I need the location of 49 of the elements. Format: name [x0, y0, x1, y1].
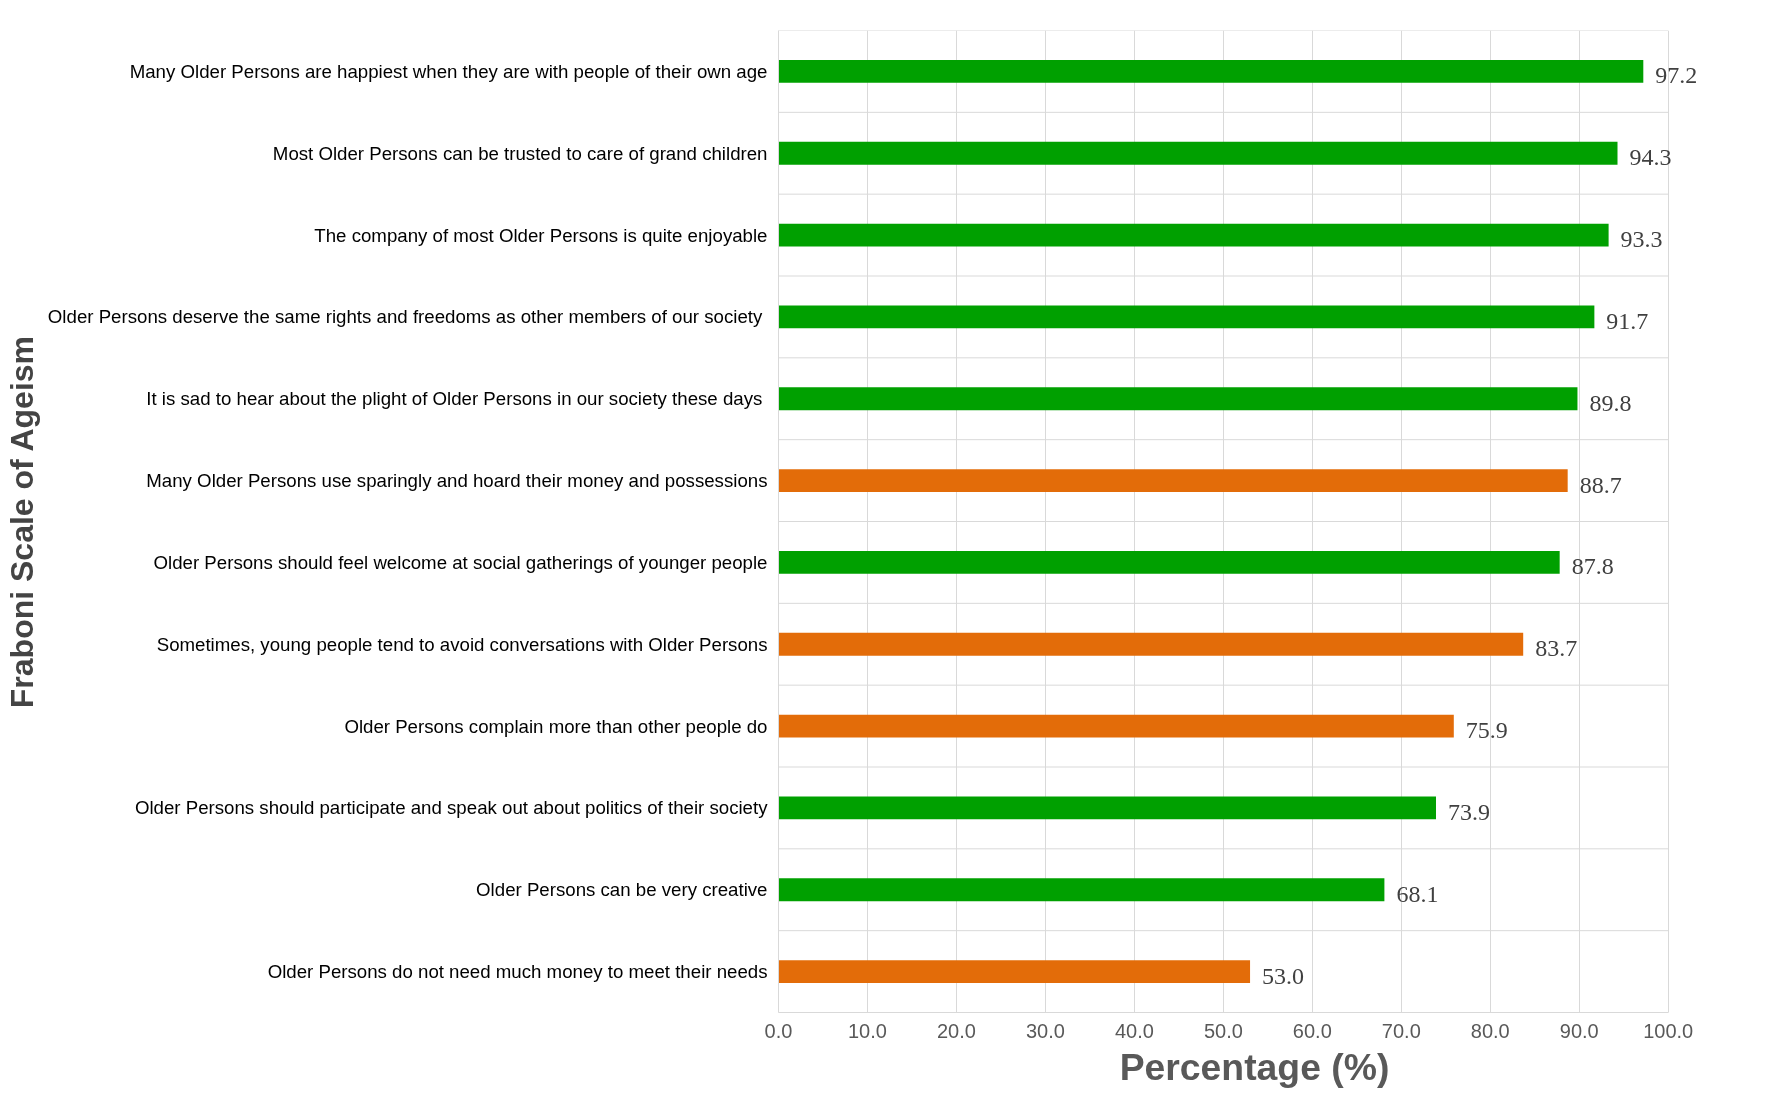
y-tick-label: Older Persons can be very creative [476, 879, 768, 901]
bar [778, 223, 1609, 247]
data-label: 97.2 [1655, 62, 1698, 89]
data-label: 87.8 [1571, 553, 1614, 580]
y-tick-label: Older Persons should feel welcome at social gatherings of younger people [153, 551, 768, 573]
bar [778, 878, 1385, 902]
bar [778, 714, 1454, 738]
bar [778, 550, 1560, 574]
bar [778, 469, 1568, 493]
bar [778, 305, 1595, 329]
bar [778, 141, 1618, 165]
data-label: 68.1 [1396, 880, 1439, 907]
data-label: 73.9 [1448, 798, 1490, 825]
bar [778, 59, 1644, 83]
data-label: 53.0 [1262, 962, 1305, 989]
x-tick-label: 0.0 [764, 1019, 793, 1042]
x-tick-label: 40.0 [1114, 1019, 1154, 1042]
y-tick-label: Sometimes, young people tend to avoid conversations with Older Persons [156, 633, 768, 655]
y-axis-title: Fraboni Scale of Ageism [3, 335, 40, 709]
y-tick-label: Older Persons complain more than other people do [344, 715, 768, 737]
y-tick-label: Many Older Persons use sparingly and hoard their money and possessions [146, 470, 768, 492]
y-tick-label: Older Persons should participate and speak out about politics of their society [134, 797, 769, 819]
y-tick-label: Older Persons deserve the same rights and freedoms as other members of our society [47, 306, 763, 328]
data-label: 93.3 [1620, 226, 1663, 253]
x-tick-label: 80.0 [1470, 1019, 1510, 1042]
x-tick-label: 100.0 [1643, 1019, 1694, 1042]
bar [778, 796, 1436, 820]
x-tick-label: 50.0 [1203, 1019, 1243, 1042]
x-tick-label: 90.0 [1559, 1019, 1599, 1042]
x-axis-title: Percentage (%) [1119, 1045, 1390, 1088]
x-tick-label: 30.0 [1025, 1019, 1065, 1042]
bar [778, 960, 1251, 984]
x-tick-label: 60.0 [1292, 1019, 1332, 1042]
data-label: 88.7 [1579, 471, 1622, 498]
x-tick-label: 70.0 [1381, 1019, 1421, 1042]
data-label: 89.8 [1589, 389, 1632, 416]
y-tick-label: It is sad to hear about the plight of Older Persons in our society these days [146, 388, 763, 410]
data-label: 91.7 [1606, 307, 1649, 334]
y-tick-label: The company of most Older Persons is quite enjoyable [314, 224, 768, 246]
x-tick-label: 20.0 [936, 1019, 976, 1042]
y-tick-label: Most Older Persons can be trusted to care of grand children [272, 142, 768, 164]
x-tick-label: 10.0 [848, 1019, 887, 1042]
data-label: 83.7 [1535, 635, 1578, 662]
data-label: 94.3 [1629, 144, 1672, 171]
y-tick-label: Older Persons do not need much money to meet their needs [267, 961, 768, 983]
bar [778, 387, 1578, 411]
y-tick-label: Many Older Persons are happiest when they are with people of their own age [129, 60, 768, 82]
bar [778, 632, 1524, 656]
data-label: 75.9 [1465, 717, 1508, 744]
